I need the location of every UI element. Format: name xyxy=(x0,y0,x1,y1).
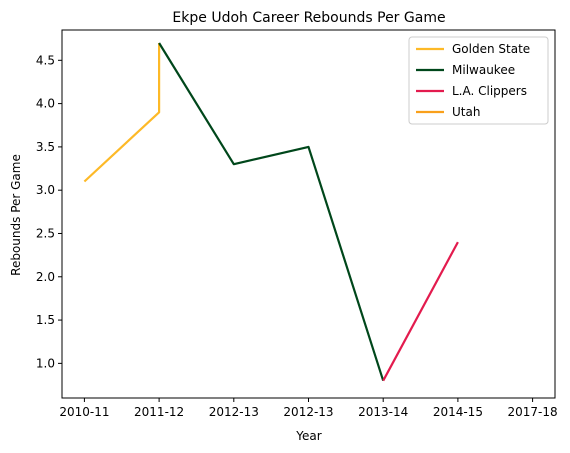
y-tick-label: 3.5 xyxy=(36,140,55,154)
y-tick-label: 2.0 xyxy=(36,270,55,284)
y-tick-label: 4.5 xyxy=(36,53,55,67)
x-tick-label: 2017-18 xyxy=(508,405,558,419)
legend: Golden State Milwaukee L.A. Clippers Utah xyxy=(408,36,549,125)
legend-label: Golden State xyxy=(452,42,530,56)
x-tick-label: 2014-15 xyxy=(433,405,483,419)
series-line-1 xyxy=(158,42,385,382)
plot-area: 1.0 1.5 2.0 2.5 3.0 3.5 4.0 4.5 2010-11 2011-12 20… xyxy=(36,29,558,419)
x-tick-label: 2013-14 xyxy=(358,405,408,419)
x-axis-title: Year xyxy=(295,429,321,443)
y-axis-title: Rebounds Per Game xyxy=(9,154,23,276)
y-tick-label: 3.0 xyxy=(36,183,55,197)
legend-label: L.A. Clippers xyxy=(452,84,527,98)
x-tick-label: 2012-13 xyxy=(209,405,259,419)
y-tick-label: 1.0 xyxy=(36,356,55,370)
y-tick-label: 4.0 xyxy=(36,97,55,111)
x-tick-label: 2011-12 xyxy=(134,405,184,419)
x-tick-label: 2010-11 xyxy=(59,405,109,419)
x-tick-label: 2012-13 xyxy=(283,405,333,419)
legend-label: Utah xyxy=(452,105,480,119)
series-line-0 xyxy=(83,43,161,183)
y-tick-label: 2.5 xyxy=(36,226,55,240)
chart-title: Ekpe Udoh Career Rebounds Per Game xyxy=(172,10,445,26)
y-tick-label: 1.5 xyxy=(36,313,55,327)
legend-box xyxy=(408,36,549,125)
legend-label: Milwaukee xyxy=(452,63,515,77)
series-line-2 xyxy=(382,241,459,382)
